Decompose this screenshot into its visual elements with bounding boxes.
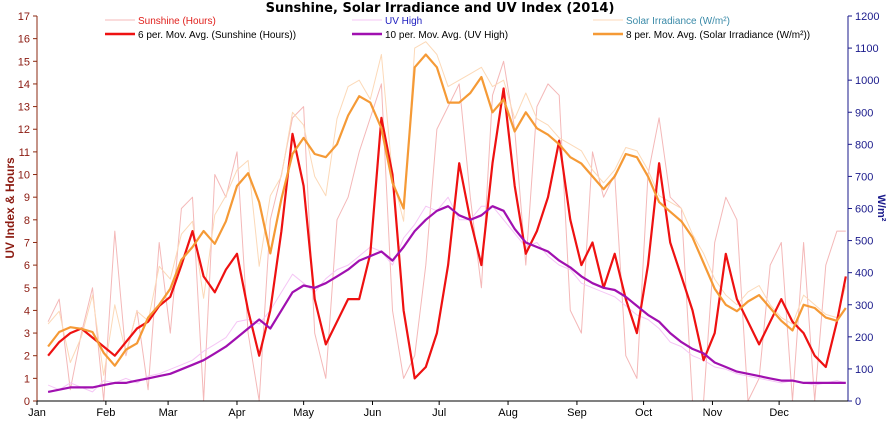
left-axis-label: UV Index & Hours <box>3 157 17 259</box>
right-tick-label: 1000 <box>855 75 879 87</box>
left-tick-label: 5 <box>24 283 30 295</box>
left-tick-label: 15 <box>18 56 30 68</box>
series-line-8-per-mov-avg-solar-irradiance-w-m <box>47 53 847 367</box>
x-tick-label: Apr <box>228 407 245 419</box>
right-axis-label: W/m² <box>875 195 887 222</box>
legend-label: Solar Irradiance (W/m²) <box>626 16 730 27</box>
right-tick-label: 1200 <box>855 11 879 23</box>
x-tick-label: Jul <box>432 407 446 419</box>
x-tick-label: Oct <box>635 407 652 419</box>
right-tick-label: 900 <box>855 107 873 119</box>
left-tick-label: 7 <box>24 237 30 249</box>
right-tick-label: 600 <box>855 204 873 216</box>
right-tick-label: 1100 <box>855 43 879 55</box>
left-tick-label: 8 <box>24 215 30 227</box>
left-tick-label: 17 <box>18 11 30 23</box>
left-tick-label: 0 <box>24 396 30 408</box>
legend-label: UV High <box>385 16 422 27</box>
legend: Sunshine (Hours) 6 per. Mov. Avg. (Sunshi… <box>105 16 810 41</box>
left-tick-label: 6 <box>24 260 30 272</box>
left-tick-label: 11 <box>19 147 30 159</box>
x-tick-label: Feb <box>96 407 115 419</box>
left-tick-label: 1 <box>24 373 30 385</box>
right-tick-label: 300 <box>855 300 873 312</box>
x-tick-label: Aug <box>498 407 518 419</box>
right-tick-label: 500 <box>855 236 873 248</box>
right-tick-label: 800 <box>855 139 873 151</box>
series-line-10-per-mov-avg-uv-high <box>47 205 846 393</box>
right-tick-label: 200 <box>855 332 873 344</box>
right-tick-label: 0 <box>855 396 861 408</box>
left-tick-label: 16 <box>18 34 30 46</box>
legend-label: Sunshine (Hours) <box>138 16 216 27</box>
x-tick-label: Jan <box>28 407 46 419</box>
raw-series-layer <box>47 41 847 402</box>
x-tick-label: Nov <box>703 407 723 419</box>
left-tick-label: 2 <box>24 351 30 363</box>
axes: 0123456789101112131415161701002003004005… <box>18 11 880 419</box>
series-line-6-per-mov-avg-sunshine-hours <box>47 87 847 380</box>
left-tick-label: 14 <box>18 79 30 91</box>
left-tick-label: 4 <box>24 305 30 317</box>
right-tick-label: 700 <box>855 171 873 183</box>
left-tick-label: 3 <box>24 328 30 340</box>
chart-title: Sunshine, Solar Irradiance and UV Index … <box>266 1 615 16</box>
series-line-solar-irradiance-w-m <box>47 41 847 376</box>
series-line-sunshine-hours <box>47 60 846 402</box>
x-tick-label: Mar <box>159 407 178 419</box>
left-tick-label: 12 <box>18 124 30 136</box>
moving-average-layer <box>47 53 847 393</box>
x-tick-label: May <box>293 407 314 419</box>
legend-label: 10 per. Mov. Avg. (UV High) <box>385 30 508 41</box>
x-tick-label: Sep <box>567 407 587 419</box>
x-tick-label: Jun <box>364 407 382 419</box>
right-tick-label: 100 <box>855 364 873 376</box>
left-tick-label: 9 <box>24 192 30 204</box>
left-tick-label: 10 <box>18 170 30 182</box>
legend-label: 8 per. Mov. Avg. (Solar Irradiance (W/m²… <box>626 30 810 41</box>
left-tick-label: 13 <box>18 102 30 114</box>
right-tick-label: 400 <box>855 268 873 280</box>
series-line-uv-high <box>47 196 846 393</box>
x-tick-label: Dec <box>769 407 789 419</box>
legend-label: 6 per. Mov. Avg. (Sunshine (Hours)) <box>138 30 296 41</box>
